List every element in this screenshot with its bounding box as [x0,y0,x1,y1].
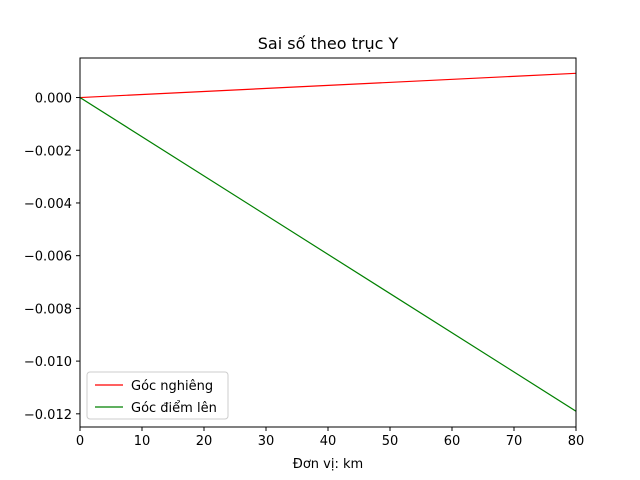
x-tick-label: 50 [382,434,399,449]
x-tick-label: 80 [568,434,585,449]
y-tick-label: −0.012 [24,408,72,423]
legend-label-1: Góc nghiêng [131,379,213,394]
y-tick-label: −0.004 [24,197,72,212]
y-tick-label: 0.000 [35,92,72,107]
series-line-2 [80,97,576,412]
x-tick-label: 10 [134,434,151,449]
y-tick-label: −0.010 [24,355,72,370]
x-tick-label: 60 [444,434,461,449]
axis-ticks: 0 10 20 30 40 50 60 70 80 0.000 −0.002 −0.004 −0.006… [24,92,584,449]
x-tick-label: 40 [320,434,337,449]
y-tick-label: −0.008 [24,302,72,317]
x-tick-label: 0 [76,434,84,449]
x-axis-label: Đơn vị: km [293,457,363,472]
x-tick-label: 70 [506,434,523,449]
legend: Góc nghiêng Góc điểm lên [86,371,229,420]
y-tick-label: −0.006 [24,250,72,265]
x-tick-label: 20 [196,434,213,449]
x-tick-label: 30 [258,434,275,449]
y-tick-label: −0.002 [24,144,72,159]
legend-label-2: Góc điểm lên [131,401,217,416]
series-line-1 [80,72,576,99]
chart-title: Sai số theo trục Y [258,34,399,53]
